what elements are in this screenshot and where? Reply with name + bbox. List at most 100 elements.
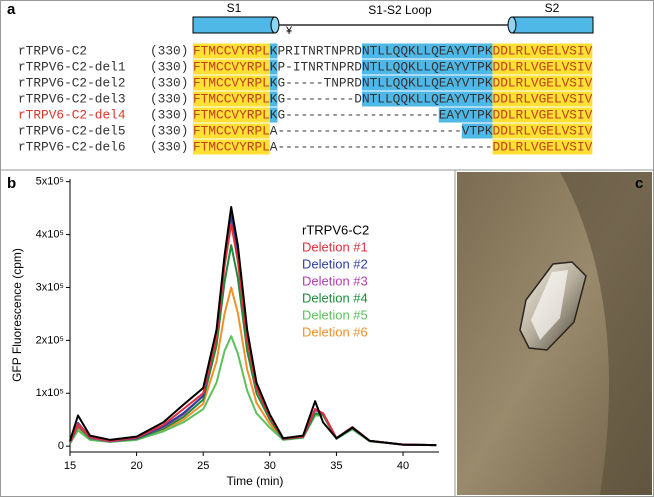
sequence-segment: NTLLQQKLLQEAYVTPK (362, 59, 493, 74)
highlight (361, 59, 493, 75)
helix-label: S1 (227, 1, 242, 15)
highlight (492, 139, 593, 155)
x-tick-label: 40 (397, 460, 409, 472)
sequence-name: rTRPV6-C2-del1 (18, 59, 126, 74)
s1-helix (192, 16, 280, 34)
sequence-segment: FTMCCVYRPL (193, 123, 270, 138)
y-tick-label: 2x10⁵ (36, 334, 64, 346)
highlight (492, 107, 593, 123)
panel-label: c (635, 175, 643, 192)
series-line (69, 206, 437, 447)
highlight (492, 43, 593, 59)
sequence-segment: DDLRLVGELVSIV (493, 43, 593, 58)
sequence-segment: FTMCCVYRPL (193, 107, 270, 122)
y-axis-title: GFP Fluorescence (cpm) (10, 248, 24, 382)
sequence-segment: A------------------------ (270, 123, 462, 138)
highlight (361, 91, 493, 107)
s2-helix (507, 16, 594, 34)
highlight (193, 91, 270, 107)
highlight (193, 75, 270, 91)
site-marker: ¥ (285, 25, 293, 37)
sequence-segment: DDLRLVGELVSIV (493, 91, 593, 106)
y-tick-label: 0 (58, 440, 64, 452)
series-line (69, 222, 437, 447)
sequence-segment: FTMCCVYRPL (193, 91, 270, 106)
sequence-segment: FTMCCVYRPL (193, 43, 270, 58)
residue-number: (330) (150, 91, 188, 106)
y-tick-label: 5x10⁵ (36, 176, 64, 188)
legend-label: Deletion #6 (302, 324, 368, 339)
sequence-segment: DDLRLVGELVSIV (493, 75, 593, 90)
sequence-segment: EAYVTPK (439, 107, 493, 122)
panel-label: a (7, 1, 16, 18)
highlight (492, 59, 593, 75)
y-tick-label: 1x10⁵ (36, 387, 64, 399)
sequence-name: rTRPV6-C2-del5 (18, 123, 126, 138)
highlight (193, 43, 270, 59)
sequence-segment: DDLRLVGELVSIV (493, 107, 593, 122)
helix-label: S2 (545, 1, 560, 15)
highlight (492, 91, 593, 107)
highlight (461, 123, 493, 139)
x-axis-title: Time (min) (227, 474, 284, 488)
sequence-name: rTRPV6-C2-del3 (18, 91, 126, 106)
sequence-segment: G-------------------- (277, 107, 438, 122)
sequence-segment: K (270, 107, 278, 122)
x-tick-label: 35 (330, 460, 342, 472)
highlight (269, 75, 278, 91)
sequence-segment: G---------D (277, 91, 362, 106)
residue-number: (330) (150, 59, 188, 74)
y-tick-label: 3x10⁵ (36, 281, 64, 293)
legend-label: Deletion #2 (302, 256, 368, 271)
highlight (492, 123, 593, 139)
series-line (69, 215, 437, 447)
sequence-segment: NTLLQQKLLQEAYVTPK (362, 75, 493, 90)
series-line (69, 244, 437, 447)
sequence-segment: DDLRLVGELVSIV (493, 139, 593, 154)
sequence-segment: VTPK (462, 123, 493, 138)
legend-label: Deletion #4 (302, 290, 368, 305)
highlight (193, 123, 270, 139)
sequence-segment: PRITNRTNPRD (277, 43, 362, 58)
residue-number: (330) (150, 107, 188, 122)
sequence-name: rTRPV6-C2-del6 (18, 139, 126, 154)
sequence-name: rTRPV6-C2-del4 (18, 107, 126, 122)
series-line (69, 212, 437, 447)
highlight (269, 59, 278, 75)
highlight (269, 107, 278, 123)
sequence-segment: DDLRLVGELVSIV (493, 123, 593, 138)
highlight (269, 91, 278, 107)
sequence-segment: NTLLQQKLLQEAYVTPK (362, 43, 493, 58)
residue-number: (330) (150, 75, 188, 90)
legend-label: rTRPV6-C2 (302, 222, 369, 237)
sequence-segment: FTMCCVYRPL (193, 59, 270, 74)
panel-label: b (7, 175, 16, 192)
alignment: rTRPV6-C2 (330) FTMCCVYRPL K PRITNRTNPRD NTLL… (18, 43, 593, 155)
sequence-segment: G-----TNPRD (277, 75, 362, 90)
residue-number: (330) (150, 43, 188, 58)
x-tick-label: 20 (130, 460, 142, 472)
sequence-segment: P-ITNRTNPRD (277, 59, 362, 74)
sequence-segment: DDLRLVGELVSIV (493, 59, 593, 74)
sequence-name: rTRPV6-C2 (18, 43, 87, 58)
crystal-facet (531, 270, 568, 340)
sequence-segment: K (270, 59, 278, 74)
residue-number: (330) (150, 139, 188, 154)
legend-label: Deletion #5 (302, 307, 368, 322)
sequence-segment: K (270, 91, 278, 106)
photo-shadow (560, 172, 652, 495)
x-tick-label: 15 (64, 460, 76, 472)
sequence-segment: K (270, 75, 278, 90)
highlight (193, 139, 270, 155)
highlight (193, 59, 270, 75)
sequence-segment: K (270, 43, 278, 58)
loop-label: S1-S2 Loop (368, 3, 432, 17)
highlight (269, 43, 278, 59)
highlight (438, 107, 493, 123)
legend-label: Deletion #3 (302, 273, 368, 288)
highlight (361, 43, 493, 59)
residue-number: (330) (150, 123, 188, 138)
sequence-segment: A---------------------------- (270, 139, 493, 154)
y-tick-label: 4x10⁵ (36, 228, 64, 240)
highlight (492, 75, 593, 91)
